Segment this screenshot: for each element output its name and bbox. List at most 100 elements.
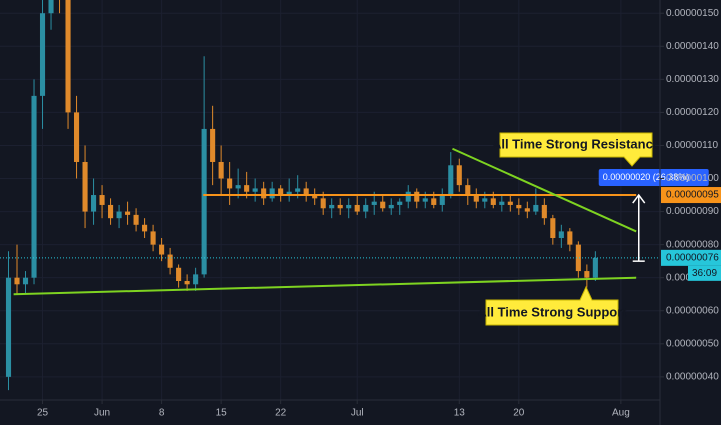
candle-body [150,231,156,245]
candle-body [448,165,454,196]
price-label-box [661,249,721,266]
candle-body [269,188,275,199]
x-tick-label: 8 [159,408,165,419]
candle-body [371,201,377,205]
measure-label: 0.00000020 (26.38%) [603,172,690,182]
candle-body [14,277,20,285]
candle-body [82,161,88,212]
trend-line [13,276,637,296]
candle-body [91,195,97,212]
candle-body [507,201,513,205]
axes: 0.000000400.000000500.000000600.00000070… [37,8,721,419]
resistance-callout-box [499,132,653,167]
grid [0,0,660,400]
price-label-box [661,187,721,204]
candle-body [133,214,139,225]
candle-body [261,188,267,199]
candle-body [431,198,437,205]
candle-body [550,218,556,239]
candle-body [363,204,369,212]
candle-body [201,128,207,275]
candle-body [295,188,301,192]
price-label: 0.00000076 [666,252,719,263]
candle-body [524,208,530,212]
y-tick-label: 0.00000110 [666,140,719,151]
x-tick-label: 25 [37,408,49,419]
x-tick-label: 20 [513,408,525,419]
candle-body [193,274,199,285]
x-tick-label: 13 [454,408,466,419]
candle-body [116,211,122,219]
candle-body [227,178,233,189]
candle-body [439,195,445,205]
x-tick-label: Jun [94,408,110,419]
candle-body [388,204,394,209]
candle-body [252,188,258,192]
candle-body [99,195,105,205]
candle-body [456,165,462,186]
candle-body [235,185,241,189]
x-tick-label: 15 [216,408,228,419]
candle-body [516,204,522,209]
candle-body [541,204,547,219]
candle-body [31,95,37,278]
candle-body [482,198,488,202]
candle-body [397,201,403,205]
y-tick-label: 0.00000120 [666,107,719,118]
y-tick-label: 0.00000150 [666,8,719,19]
candle-body [320,198,326,209]
candle-body [184,280,190,285]
candle-body [176,267,182,281]
y-tick-label: 0.00000140 [666,41,719,52]
candle-body [380,201,386,209]
support-callout: All Time Strong Support [477,304,627,319]
candle-body [465,185,471,196]
candle-body [65,0,71,113]
candle-body [312,195,318,199]
candle-body [142,224,148,232]
candle-body [422,198,428,202]
candle-body [244,185,250,192]
candle-body [218,161,224,179]
x-tick-label: Jul [351,408,364,419]
resistance-callout: All Time Strong Resistance [492,136,660,151]
measure-arrow-head [632,193,646,204]
candle-body [125,211,131,215]
candle-body [584,271,590,278]
candle-body [286,191,292,196]
countdown: 36:09 [692,268,717,279]
candle-body [337,204,343,209]
candle-body [329,204,335,209]
candle-body [39,13,46,96]
candle-body [490,198,496,205]
candle-body [346,204,352,209]
candle-body [22,277,29,285]
x-tick-label: Aug [612,408,630,419]
y-tick-label: 0.00000050 [666,338,719,349]
candle-body [5,277,12,377]
candle-body [303,188,309,196]
candle-body [575,244,581,272]
candle-body [73,112,80,162]
plot [5,0,598,391]
y-tick-label: 0.00000080 [666,239,719,250]
candle-body [414,191,420,202]
candle-body [354,204,360,212]
countdown-box [688,265,721,281]
y-tick-label: 0.00000060 [666,305,719,316]
candle-body [405,191,411,202]
candle-body [48,0,54,14]
support-callout-box [485,285,619,326]
candle-body [592,257,598,278]
overlays: All Time Strong Resistance All Time Stro… [0,132,709,326]
candle-body [558,231,564,239]
candle-body [567,231,573,245]
candle-body [159,244,165,255]
y-tick-label: 0.00000100 [666,173,719,184]
x-tick-label: 22 [275,408,287,419]
candle-body [499,201,505,205]
candle-body [108,204,114,219]
candle-body [210,128,216,162]
y-tick-label: 0.00000090 [666,206,719,217]
